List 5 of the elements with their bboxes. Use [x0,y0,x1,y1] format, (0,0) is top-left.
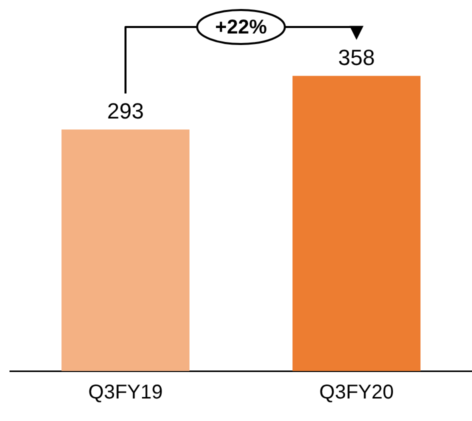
data-label: 293 [107,98,144,124]
x-tick-label: Q3FY20 [319,382,394,404]
data-label: 358 [338,44,375,70]
text: +22% [215,16,268,39]
x-tick-label: Q3FY19 [88,382,163,404]
